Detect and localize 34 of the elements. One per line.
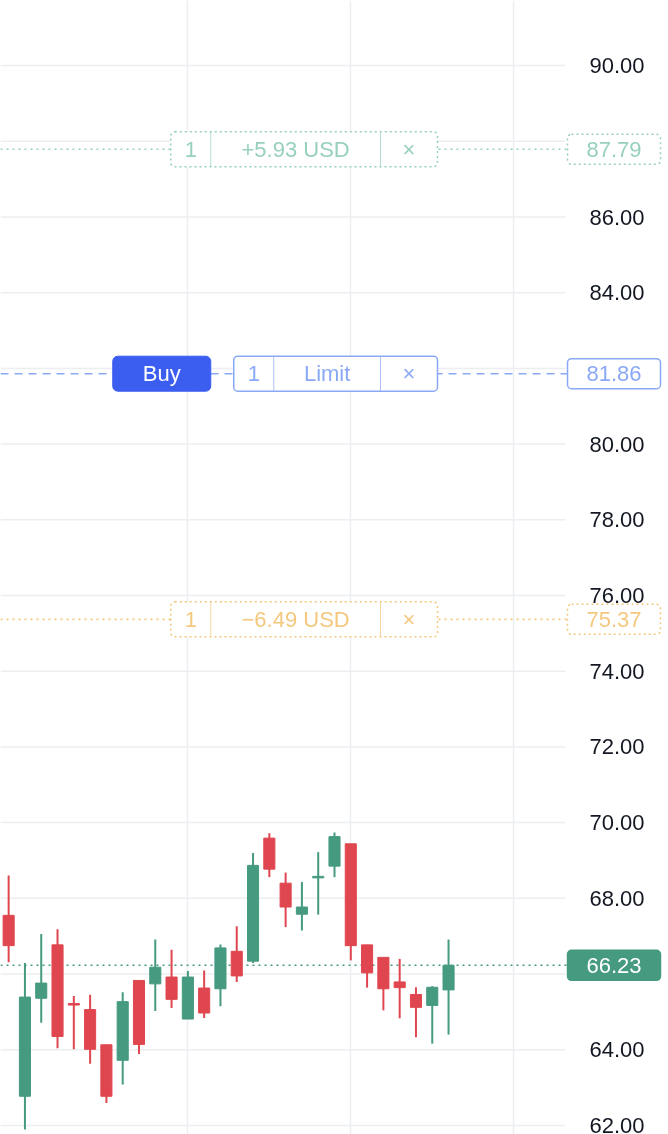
annotation: −6.49 USD [241,606,350,632]
y-tick-label: 90.00 [589,53,645,79]
annotation: Buy [142,361,181,387]
y-tick-label: 76.00 [589,583,645,609]
annotation: × [402,606,416,632]
ref-line-label: 87.79 [586,136,642,162]
annotation: 1 [184,606,197,632]
y-tick-label: 62.00 [589,1112,645,1134]
annotation: 1 [247,361,260,387]
y-tick-label: 64.00 [589,1037,645,1063]
y-tick-label: 70.00 [589,810,645,836]
y-tick-label: 84.00 [589,280,645,306]
candlestick [67,994,80,1051]
y-tick-label: 68.00 [589,885,645,911]
annotation: × [402,361,416,387]
y-tick-label: 86.00 [589,204,645,230]
candlestick [279,871,292,929]
candlestick [426,985,439,1045]
ref-line-label: 75.37 [586,606,642,632]
y-tick-label: 78.00 [589,507,645,533]
annotation: × [402,136,416,162]
annotation: +5.93 USD [241,136,350,162]
annotation: 1 [184,136,197,162]
y-tick-label: 74.00 [589,658,645,684]
y-tick-label: 80.00 [589,431,645,457]
candlestick [295,881,308,932]
candlestick [393,957,406,1020]
candlestick [409,986,422,1039]
ref-line-label: 66.23 [586,952,642,978]
ref-line-label: 81.86 [586,361,642,387]
annotation: Limit [303,361,351,387]
y-tick-label: 72.00 [589,734,645,760]
candlestick [165,948,178,1010]
candlestick [312,851,325,916]
